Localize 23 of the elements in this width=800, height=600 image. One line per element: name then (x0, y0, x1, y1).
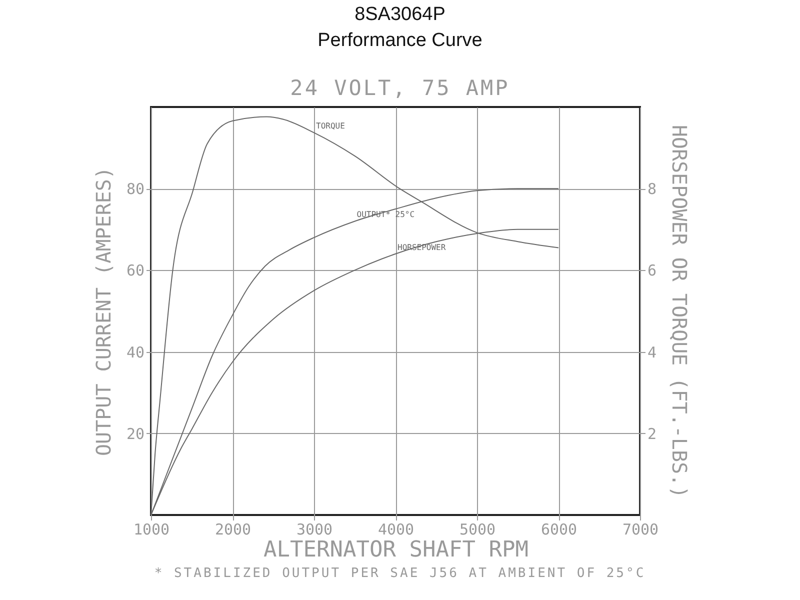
y2-tick-label: 4 (648, 343, 657, 362)
x-tick-label: 1000 (133, 520, 170, 538)
x-tick-label: 4000 (378, 520, 414, 538)
text: * STABILIZED OUTPUT PER SAE J56 AT AMBIENT OF 25°C (153, 566, 647, 581)
text: 24 VOLT, 75 AMP (289, 76, 511, 100)
y2-tick-label: 6 (648, 262, 657, 280)
y2-tick-label: 2 (648, 424, 657, 443)
y2-axis-title: HORSEPOWER OR TORQUE (FT.-LBS.) (668, 124, 692, 498)
y-tick-label: 20 (126, 424, 144, 443)
y-tick-label: 40 (126, 343, 144, 362)
y-tick-label: 80 (126, 180, 144, 198)
series-label: TORQUE (316, 122, 346, 131)
x-tick-label: 5000 (459, 520, 496, 538)
x-tick-label: 3000 (296, 520, 333, 538)
y-tick-label: 60 (126, 262, 144, 280)
x-tick-label: 7000 (622, 520, 659, 538)
x-tick-label: 2000 (214, 520, 252, 538)
y2-tick-label: 8 (648, 180, 657, 198)
chart-subtitle: Performance Curve (316, 30, 484, 52)
chart-title: 8SA3064P (354, 4, 446, 26)
x-axis-title: ALTERNATOR SHAFT RPM (264, 538, 528, 562)
y-axis-title: OUTPUT CURRENT (AMPERES) (91, 167, 116, 456)
x-tick-label: 6000 (540, 520, 578, 538)
